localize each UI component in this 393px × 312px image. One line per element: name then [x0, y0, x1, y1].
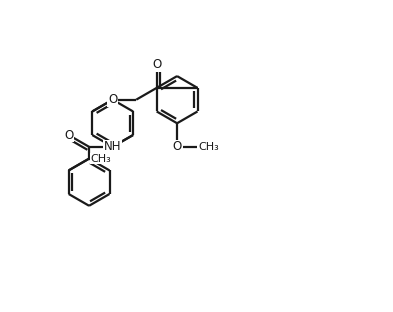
- Text: CH₃: CH₃: [198, 142, 219, 152]
- Text: O: O: [108, 93, 117, 106]
- Text: O: O: [152, 58, 161, 71]
- Text: O: O: [64, 129, 73, 142]
- Text: O: O: [173, 140, 182, 153]
- Text: CH₃: CH₃: [90, 154, 111, 163]
- Text: NH: NH: [104, 140, 121, 153]
